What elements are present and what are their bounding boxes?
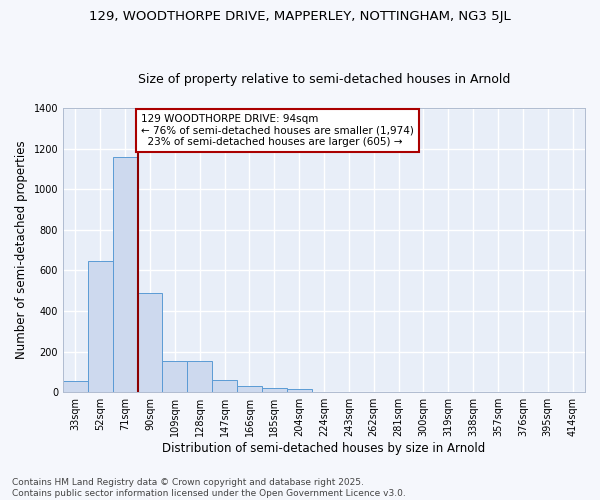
Bar [137, 292, 163, 392]
Title: Size of property relative to semi-detached houses in Arnold: Size of property relative to semi-detach… [138, 73, 510, 86]
Bar [287, 389, 311, 392]
Bar [63, 381, 88, 392]
Bar [262, 388, 287, 392]
Bar [212, 380, 237, 392]
Text: 129 WOODTHORPE DRIVE: 94sqm
← 76% of semi-detached houses are smaller (1,974)
  : 129 WOODTHORPE DRIVE: 94sqm ← 76% of sem… [142, 114, 414, 148]
Bar [237, 386, 262, 392]
Text: Contains HM Land Registry data © Crown copyright and database right 2025.
Contai: Contains HM Land Registry data © Crown c… [12, 478, 406, 498]
Text: 129, WOODTHORPE DRIVE, MAPPERLEY, NOTTINGHAM, NG3 5JL: 129, WOODTHORPE DRIVE, MAPPERLEY, NOTTIN… [89, 10, 511, 23]
Bar [163, 360, 187, 392]
Bar [187, 360, 212, 392]
Bar [88, 262, 113, 392]
Bar [113, 156, 137, 392]
Y-axis label: Number of semi-detached properties: Number of semi-detached properties [15, 141, 28, 360]
X-axis label: Distribution of semi-detached houses by size in Arnold: Distribution of semi-detached houses by … [163, 442, 485, 455]
